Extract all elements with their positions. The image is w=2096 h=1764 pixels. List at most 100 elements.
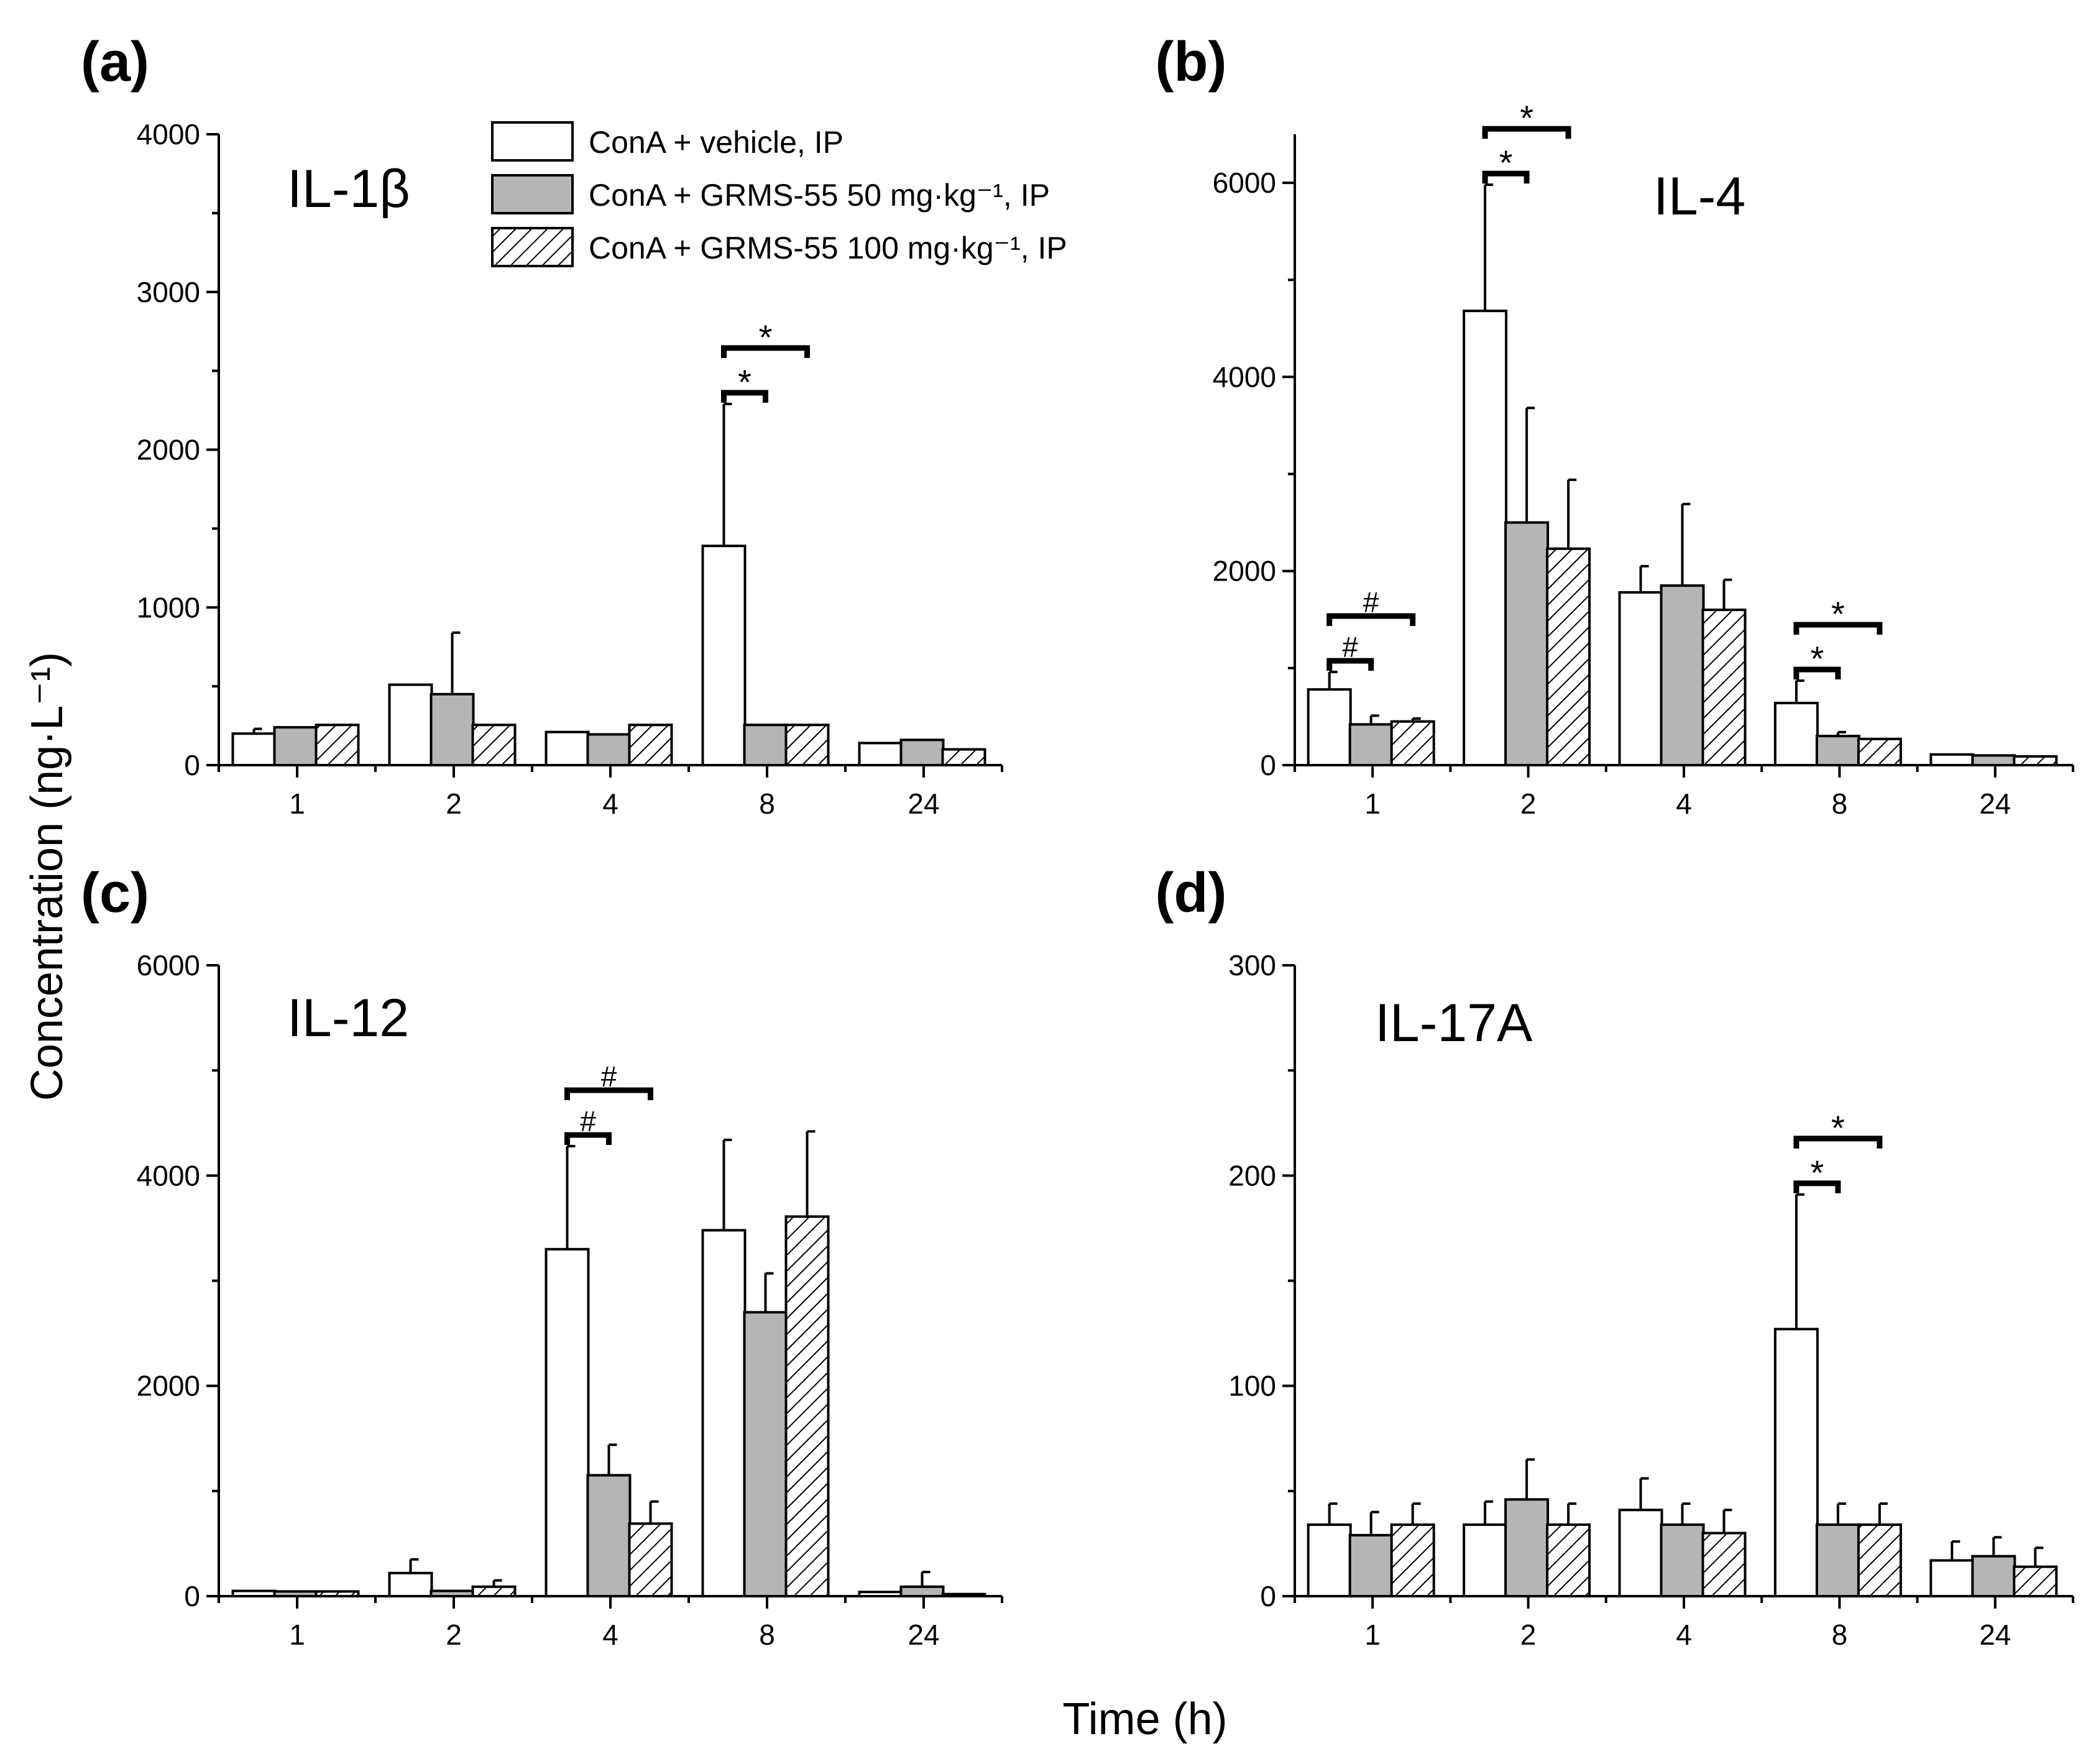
bar-dose100-1h bbox=[315, 724, 360, 766]
bar-vehicle-2h bbox=[388, 683, 433, 767]
y-tick-label: 0 bbox=[1260, 1580, 1276, 1612]
significance-bracket bbox=[1482, 126, 1571, 139]
bar-vehicle-24h bbox=[1929, 753, 1975, 767]
bar-vehicle-4h bbox=[1618, 1509, 1663, 1598]
y-tick-label: 4000 bbox=[137, 1159, 200, 1192]
legend-label-dose100: ConA + GRMS-55 100 mg·kg⁻¹, IP bbox=[589, 231, 1067, 265]
x-tick-label: 2 bbox=[446, 1619, 462, 1651]
bar-dose50-4h bbox=[1660, 584, 1705, 766]
panel-title: IL-1β bbox=[287, 159, 410, 219]
bar-dose50-4h bbox=[586, 1474, 632, 1597]
bar-dose50-8h bbox=[743, 724, 788, 766]
significance-marker: # bbox=[1342, 631, 1358, 663]
y-tick-label: 6000 bbox=[1213, 167, 1276, 199]
x-tick-label: 4 bbox=[602, 788, 618, 820]
y-tick-label: 3000 bbox=[137, 276, 200, 308]
significance-bracket bbox=[1326, 658, 1374, 671]
bar-vehicle-8h bbox=[701, 544, 747, 766]
bar-dose100-4h bbox=[628, 724, 673, 766]
x-tick-label: 4 bbox=[1676, 1619, 1692, 1651]
bar-dose50-8h bbox=[1815, 1523, 1860, 1597]
legend-label-dose50: ConA + GRMS-55 50 mg·kg⁻¹, IP bbox=[589, 178, 1050, 213]
bar-dose50-1h bbox=[1348, 1533, 1394, 1597]
x-tick-label: 8 bbox=[759, 1619, 775, 1651]
bar-dose100-24h bbox=[941, 748, 986, 766]
significance-bracket bbox=[1326, 613, 1416, 627]
x-tick-label: 1 bbox=[289, 788, 305, 820]
panel-label: (b) bbox=[1156, 31, 1227, 93]
bar-dose50-2h bbox=[430, 1589, 475, 1598]
bar-dose50-1h bbox=[1348, 723, 1394, 767]
panel-label: (d) bbox=[1156, 862, 1227, 924]
bar-vehicle-8h bbox=[701, 1229, 747, 1598]
bar-dose100-1h bbox=[1390, 720, 1435, 766]
bar-dose100-8h bbox=[784, 724, 830, 766]
legend-swatch-dose100 bbox=[491, 227, 574, 267]
panel-title: IL-12 bbox=[287, 988, 409, 1048]
bar-vehicle-1h bbox=[231, 732, 277, 766]
y-tick-label: 1000 bbox=[137, 591, 200, 623]
panel-label: (a) bbox=[81, 31, 149, 93]
significance-marker: * bbox=[1499, 143, 1513, 182]
bar-dose100-2h bbox=[1546, 547, 1591, 766]
y-tick-label: 2000 bbox=[137, 1370, 200, 1402]
x-tick-label: 24 bbox=[908, 1619, 939, 1651]
bar-vehicle-8h bbox=[1773, 1328, 1819, 1597]
legend: ConA + vehicle, IP ConA + GRMS-55 50 mg·… bbox=[491, 121, 1067, 267]
bar-dose50-8h bbox=[1815, 735, 1860, 766]
significance-bracket bbox=[564, 1087, 653, 1100]
significance-marker: * bbox=[1520, 98, 1533, 137]
bar-vehicle-8h bbox=[1773, 702, 1819, 766]
bar-dose100-24h bbox=[2013, 1565, 2058, 1597]
significance-bracket bbox=[1793, 1180, 1841, 1193]
significance-bracket bbox=[1793, 666, 1841, 680]
x-tick-label: 4 bbox=[602, 1619, 618, 1651]
significance-marker: * bbox=[1831, 1108, 1845, 1147]
bar-vehicle-2h bbox=[1463, 310, 1508, 766]
x-tick-label: 2 bbox=[1520, 788, 1537, 820]
y-tick-label: 0 bbox=[184, 749, 200, 781]
significance-marker: # bbox=[601, 1060, 617, 1093]
bar-dose100-2h bbox=[1546, 1523, 1591, 1597]
bar-dose100-1h bbox=[1390, 1523, 1435, 1597]
legend-label-vehicle: ConA + vehicle, IP bbox=[589, 125, 843, 160]
x-tick-label: 8 bbox=[759, 788, 775, 820]
y-tick-label: 2000 bbox=[1213, 555, 1276, 587]
x-axis-label: Time (h) bbox=[1062, 1694, 1227, 1744]
x-tick-label: 4 bbox=[1676, 788, 1692, 820]
panel-label: (c) bbox=[81, 862, 149, 924]
bar-dose100-2h bbox=[471, 724, 517, 766]
y-tick-label: 4000 bbox=[1213, 361, 1276, 393]
significance-bracket bbox=[1482, 170, 1530, 184]
bar-dose50-2h bbox=[1504, 1498, 1550, 1598]
bar-dose100-4h bbox=[1701, 609, 1747, 767]
x-tick-label: 1 bbox=[1364, 1619, 1381, 1651]
bar-dose50-24h bbox=[1971, 754, 2016, 767]
significance-bracket bbox=[564, 1132, 612, 1145]
significance-marker: # bbox=[1363, 586, 1379, 618]
significance-bracket bbox=[721, 390, 768, 403]
bar-dose50-1h bbox=[273, 726, 318, 766]
y-tick-label: 300 bbox=[1228, 949, 1276, 981]
y-tick-label: 6000 bbox=[137, 949, 200, 981]
x-tick-label: 8 bbox=[1832, 788, 1848, 820]
bar-dose100-8h bbox=[1857, 1523, 1902, 1597]
x-tick-label: 8 bbox=[1832, 1619, 1848, 1651]
bar-vehicle-24h bbox=[1929, 1559, 1975, 1598]
y-tick-label: 2000 bbox=[137, 434, 200, 466]
bar-dose100-24h bbox=[2013, 755, 2058, 767]
x-tick-label: 1 bbox=[289, 1619, 305, 1651]
bar-vehicle-24h bbox=[858, 742, 903, 766]
bar-vehicle-1h bbox=[1307, 688, 1352, 766]
bar-vehicle-4h bbox=[545, 1247, 590, 1597]
significance-marker: * bbox=[1811, 639, 1824, 678]
panel-title: IL-4 bbox=[1653, 167, 1745, 226]
bar-dose50-8h bbox=[743, 1311, 788, 1597]
y-axis-label: Concentration (ng·L⁻¹) bbox=[22, 652, 72, 1101]
significance-bracket bbox=[1793, 1136, 1883, 1149]
bar-dose100-8h bbox=[1857, 737, 1902, 767]
